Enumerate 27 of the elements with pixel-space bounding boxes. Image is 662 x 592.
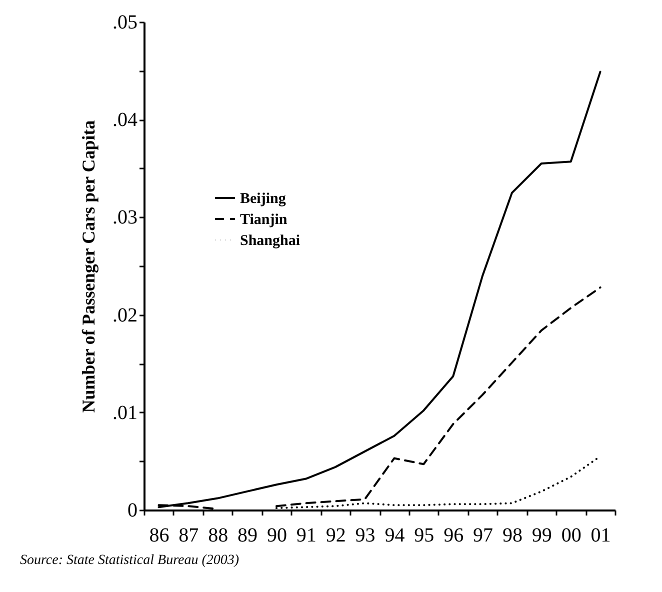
x-tick-label: 86 [149,524,170,546]
x-tick-label: 95 [414,524,434,546]
x-tick-label: 00 [561,524,582,546]
y-tick-label: 0 [128,500,138,522]
legend-label: Tianjin [240,212,288,228]
x-tick-label: 97 [473,524,494,546]
y-tick-label: .02 [112,304,138,326]
y-tick-label: .04 [112,109,138,132]
x-tick-label: 99 [532,524,552,546]
x-tick-label: 01 [590,524,611,546]
x-tick-label: 90 [266,524,287,546]
x-tick-label: 88 [208,524,228,546]
x-tick-label: 91 [296,524,316,546]
legend-label: Beijing [240,191,286,207]
y-tick-label: .05 [112,12,138,34]
x-tick-label: 87 [178,524,199,546]
source-note: Source: State Statistical Bureau (2003) [20,553,240,568]
x-tick-label: 89 [238,524,258,546]
y-tick-label: .03 [112,206,138,229]
x-tick-label: 98 [502,524,522,546]
x-tick-label: 92 [326,524,346,546]
y-tick-label: .01 [112,402,138,424]
legend-label: Shanghai [240,233,300,249]
x-tick-label: 94 [384,524,405,546]
x-tick-label: 96 [444,524,464,546]
x-tick-label: 93 [355,524,376,546]
y-axis-title: Number of Passenger Cars per Capita [78,120,98,413]
